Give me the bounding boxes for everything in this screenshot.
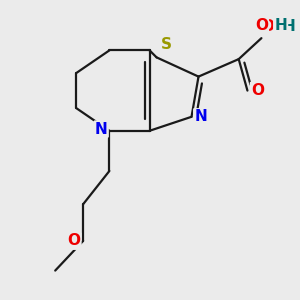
Text: N: N (195, 111, 208, 126)
Text: S: S (161, 37, 172, 52)
Text: O: O (67, 233, 80, 248)
Text: S: S (162, 38, 173, 53)
Text: O: O (251, 83, 264, 98)
Text: O: O (68, 233, 80, 248)
Text: H: H (282, 19, 295, 34)
Text: O: O (255, 18, 268, 33)
Text: N: N (95, 122, 108, 136)
Text: N: N (194, 109, 207, 124)
Text: O: O (252, 83, 265, 98)
Text: N: N (93, 123, 106, 138)
Text: O: O (261, 19, 274, 34)
Text: H: H (274, 18, 287, 33)
